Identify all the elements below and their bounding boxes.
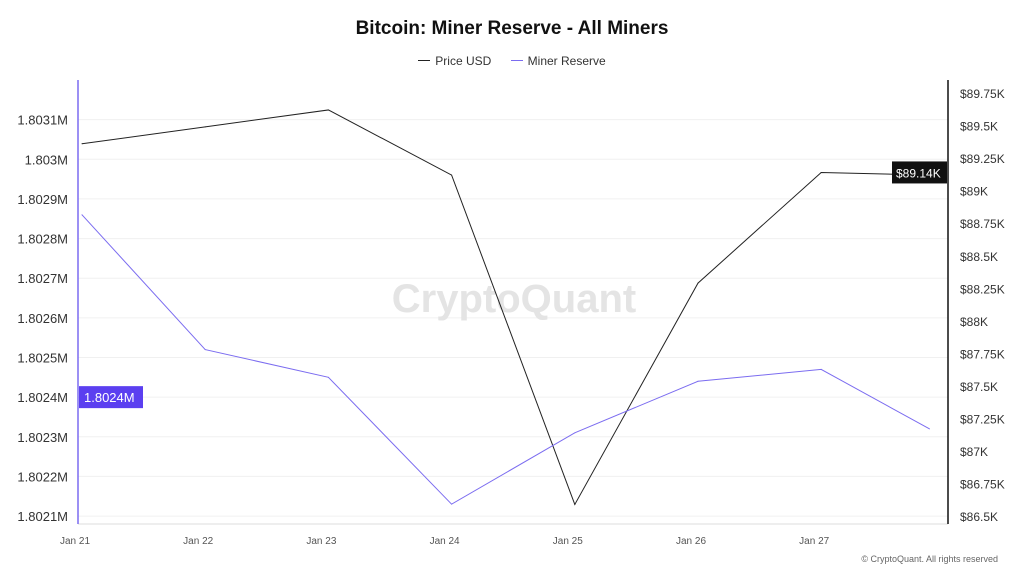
left-tick-label: 1.8025M: [17, 351, 68, 366]
x-tick-label: Jan 25: [553, 536, 583, 547]
x-tick-label: Jan 24: [430, 536, 460, 547]
x-tick-label: Jan 22: [183, 536, 213, 547]
right-tick-label: $87.25K: [960, 413, 1005, 427]
legend-label: Price USD: [435, 53, 492, 68]
data-point: [451, 503, 453, 505]
left-tick-label: 1.803M: [25, 152, 68, 167]
left-tick-label: 1.8022M: [17, 469, 68, 484]
legend-item-price[interactable]: Price USD: [418, 54, 491, 68]
left-tick-label: 1.8021M: [17, 509, 68, 524]
legend: Price USD Miner Reserve: [0, 50, 1024, 68]
data-point: [327, 109, 329, 111]
right-tick-label: $87.75K: [960, 347, 1005, 361]
current-price-label: $89.14K: [896, 166, 941, 180]
legend-item-reserve[interactable]: Miner Reserve: [510, 53, 606, 68]
right-tick-label: $89.25K: [960, 152, 1005, 166]
left-tick-label: 1.8024M: [17, 390, 68, 405]
current-reserve-badge: [79, 386, 143, 409]
current-price-badge: [892, 161, 947, 184]
left-tick-label: 1.8028M: [17, 232, 68, 247]
data-point: [697, 282, 699, 284]
x-tick-label: Jan 21: [60, 536, 90, 547]
data-point: [928, 428, 930, 430]
right-tick-label: $86.75K: [960, 478, 1005, 492]
data-point: [81, 214, 83, 216]
right-tick-label: $89.5K: [960, 120, 998, 134]
left-tick-label: 1.8023M: [17, 430, 68, 445]
right-tick-label: $88.75K: [960, 217, 1005, 231]
copyright: © CryptoQuant. All rights reserved: [861, 554, 998, 564]
legend-label: Miner Reserve: [527, 53, 606, 68]
x-tick-label: Jan 27: [799, 536, 829, 547]
right-tick-label: $87.5K: [960, 380, 998, 394]
data-point: [327, 376, 329, 378]
data-point: [204, 349, 206, 351]
right-tick-label: $89.75K: [960, 87, 1005, 101]
right-tick-label: $88.25K: [960, 282, 1005, 296]
chart-title: Bitcoin: Miner Reserve - All Miners: [355, 18, 669, 39]
data-point: [81, 143, 83, 145]
data-point: [574, 503, 576, 505]
series-line-price: [81, 109, 930, 506]
data-point: [451, 174, 453, 176]
right-tick-label: $86.5K: [960, 510, 998, 524]
left-tick-label: 1.8029M: [17, 192, 68, 207]
data-point: [697, 380, 699, 382]
x-tick-label: Jan 26: [676, 536, 706, 547]
right-tick-label: $88K: [960, 315, 988, 329]
data-point: [204, 126, 206, 128]
series-line-miner-reserve: [81, 214, 930, 505]
right-tick-label: $88.5K: [960, 250, 998, 264]
left-tick-label: 1.8026M: [17, 311, 68, 326]
watermark: CryptoQuant: [392, 277, 636, 321]
left-tick-label: 1.8027M: [17, 271, 68, 286]
data-point: [574, 432, 576, 434]
data-point: [820, 171, 822, 173]
x-tick-label: Jan 23: [306, 536, 336, 547]
current-reserve-label: 1.8024M: [84, 390, 135, 405]
left-tick-label: 1.8031M: [17, 113, 68, 128]
right-tick-label: $89K: [960, 185, 988, 199]
right-tick-label: $87K: [960, 445, 988, 459]
data-point: [820, 368, 822, 370]
